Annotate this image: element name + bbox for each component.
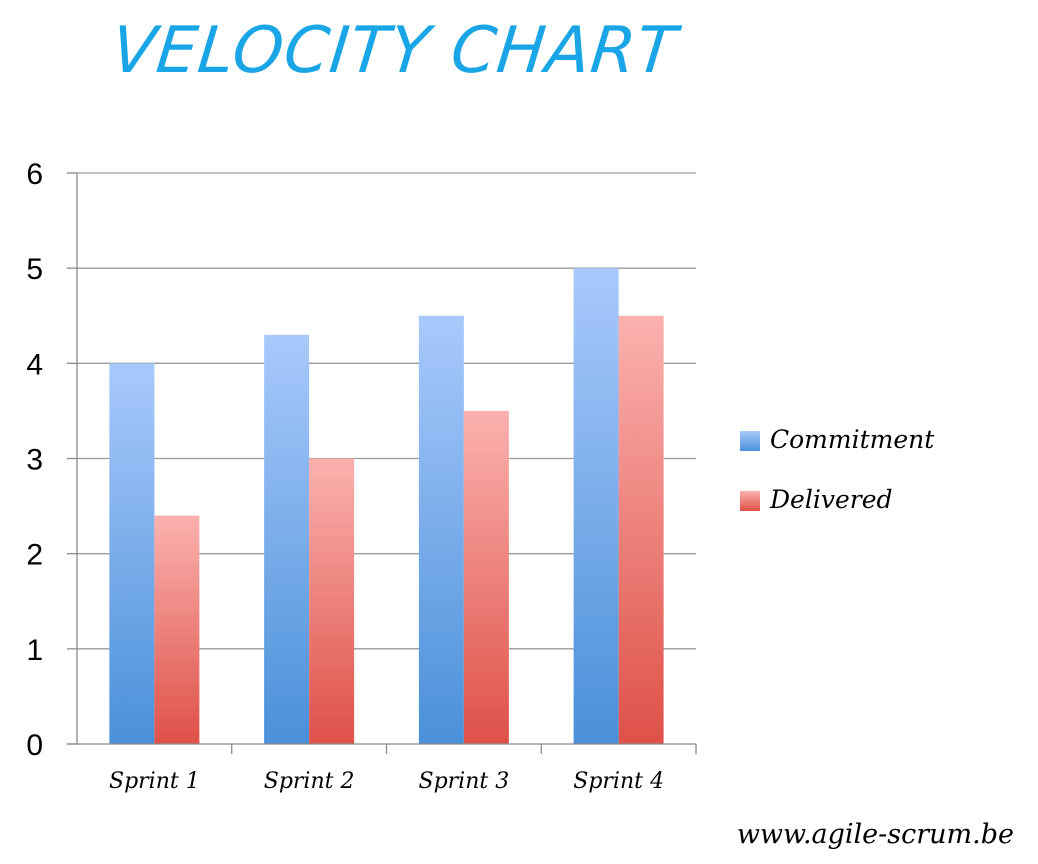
- y-tick-label: 1: [26, 634, 43, 667]
- y-tick-label: 4: [26, 348, 43, 381]
- legend-label-delivered: Delivered: [769, 485, 893, 514]
- bar-delivered-sprint-1: [154, 515, 200, 744]
- bar-delivered-sprint-2: [309, 458, 355, 744]
- x-category-label: Sprint 2: [264, 769, 355, 794]
- y-tick-label: 3: [26, 444, 43, 477]
- x-category-label: Sprint 3: [419, 769, 510, 794]
- y-tick-label: 5: [26, 253, 43, 286]
- x-category-label: Sprint 1: [109, 769, 200, 794]
- axis-labels: 0 1 2 3 4 5 6 Sprint 1 Sprint 2 Sprint 3 Sprint 4: [26, 158, 664, 794]
- bar-commitment-sprint-4: [573, 268, 619, 744]
- legend: Commitment Delivered: [740, 425, 935, 514]
- y-tick-label: 6: [26, 158, 43, 191]
- bars: [109, 268, 664, 744]
- bar-commitment-sprint-1: [109, 363, 155, 744]
- y-tick-label: 2: [26, 539, 43, 572]
- bar-delivered-sprint-4: [618, 315, 664, 744]
- bar-commitment-sprint-2: [264, 334, 310, 744]
- axes: [67, 172, 697, 754]
- bar-delivered-sprint-3: [463, 410, 509, 744]
- legend-swatch-commitment: [740, 431, 760, 451]
- legend-swatch-delivered: [740, 491, 760, 511]
- x-category-label: Sprint 4: [573, 769, 664, 794]
- bar-commitment-sprint-3: [418, 315, 464, 744]
- legend-label-commitment: Commitment: [770, 425, 935, 454]
- website-footer: www.agile-scrum.be: [736, 819, 1014, 850]
- y-tick-label: 0: [26, 729, 43, 762]
